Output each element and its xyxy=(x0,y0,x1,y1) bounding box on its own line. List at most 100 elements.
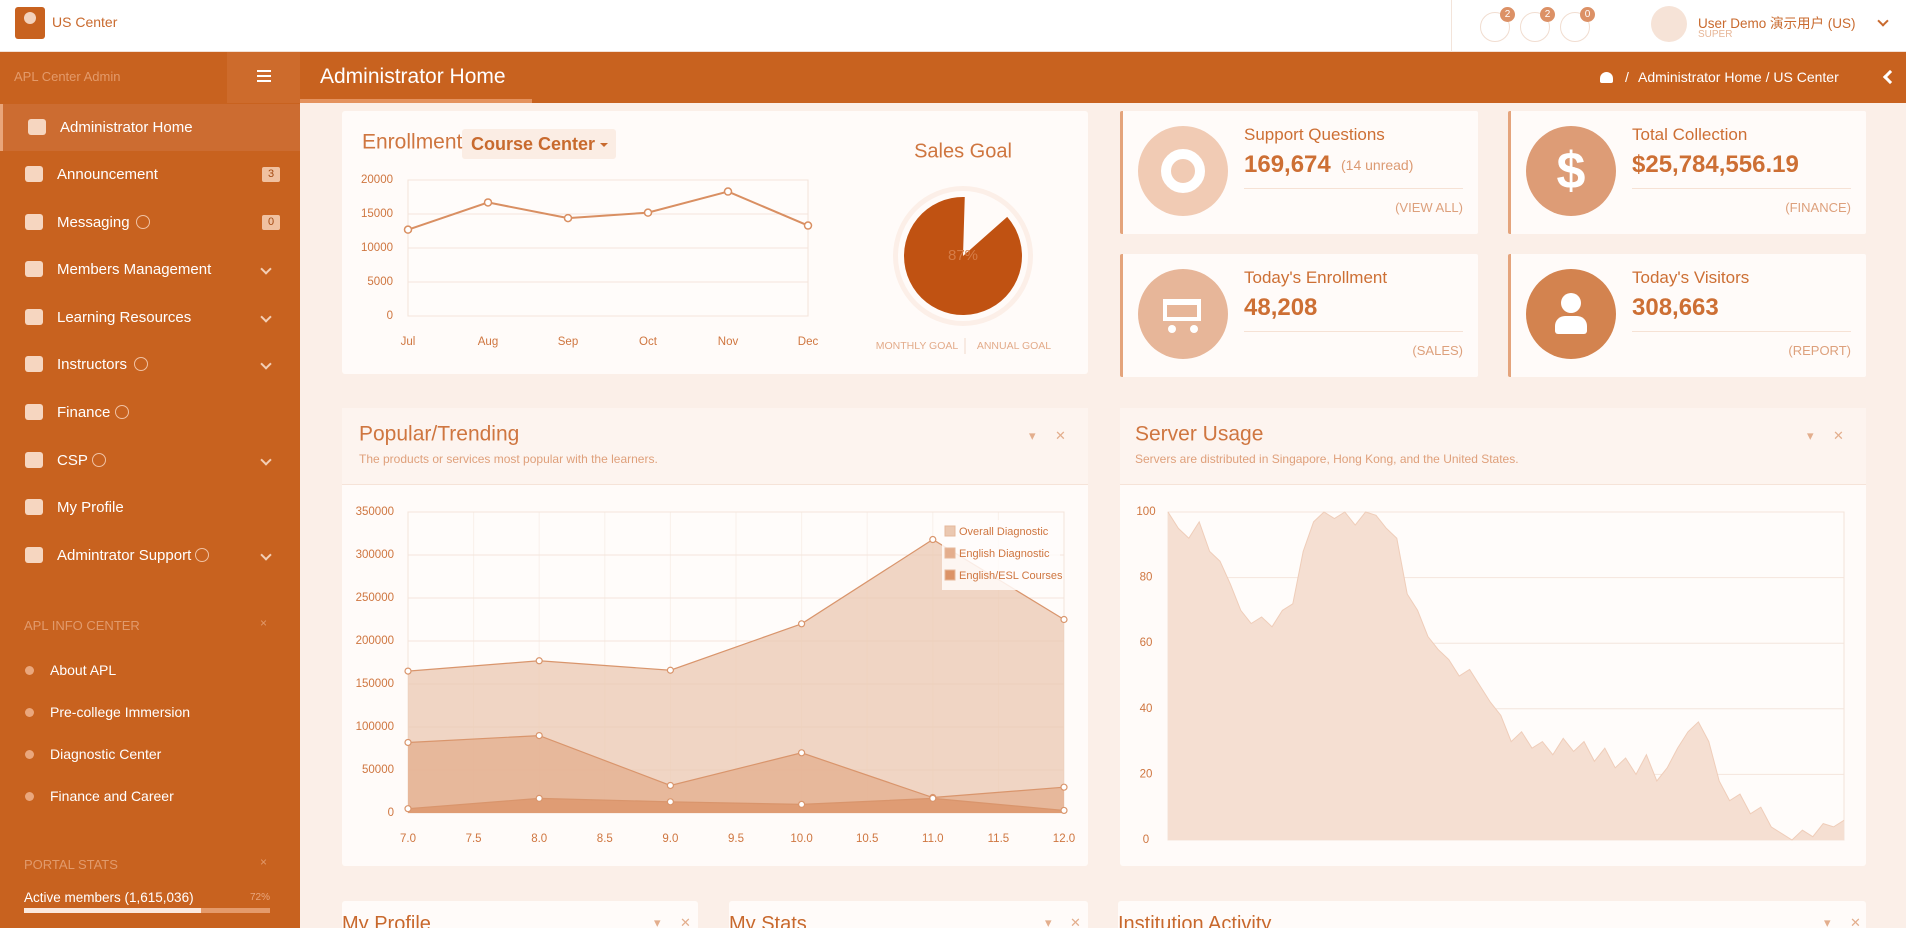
point xyxy=(666,666,675,674)
x-tick-label: 8.5 xyxy=(597,833,613,845)
user-name[interactable]: User Demo 演示用户 (US) xyxy=(1698,16,1856,31)
point xyxy=(643,208,653,217)
chart-subtitle: The products or services most popular wi… xyxy=(359,452,658,466)
y-tick-label: 100 xyxy=(1136,506,1155,518)
y-tick-label: 15000 xyxy=(361,208,393,220)
stat-card: $ Total Collection $25,784,556.19 (FINAN… xyxy=(1508,111,1866,234)
point xyxy=(404,738,412,747)
y-tick-label: 300000 xyxy=(356,549,394,561)
logo[interactable] xyxy=(15,7,45,39)
x-tick-label: Jul xyxy=(401,336,416,348)
point xyxy=(535,794,543,802)
menu-label: Announcement xyxy=(57,166,158,183)
menu-item[interactable]: Announcement 3 xyxy=(0,151,300,198)
point xyxy=(797,800,806,809)
menu-toggle[interactable] xyxy=(227,52,300,103)
y-tick-label: 40 xyxy=(1140,703,1153,715)
menu-label: CSP xyxy=(57,452,88,469)
stats-panel: My Stats ▾ ✕ xyxy=(729,901,1088,928)
breadcrumb-separator: / xyxy=(1625,69,1629,85)
breadcrumb[interactable]: Administrator Home / US Center xyxy=(1638,69,1839,85)
y-tick-label: 80 xyxy=(1140,572,1153,584)
info-link[interactable]: About APL xyxy=(50,662,117,678)
y-tick-label: 60 xyxy=(1140,637,1153,649)
menu-item[interactable]: Members Management xyxy=(0,246,300,293)
menu-item[interactable]: CSP xyxy=(0,437,300,484)
page-title: Administrator Home xyxy=(320,65,506,88)
y-tick-label: 50000 xyxy=(362,764,394,776)
card-link[interactable]: (FINANCE) xyxy=(1785,200,1851,215)
sidebar-title: APL Center Admin xyxy=(14,69,121,84)
menu-item[interactable]: Messaging 0 xyxy=(0,199,300,246)
point xyxy=(403,225,413,234)
point xyxy=(535,731,543,740)
user-role: SUPER xyxy=(1698,29,1733,40)
point xyxy=(1060,783,1068,791)
y-tick-label: 100000 xyxy=(356,721,394,733)
menu-label: Finance xyxy=(57,404,111,421)
point xyxy=(929,535,937,544)
notification-count: 2 xyxy=(1540,7,1555,22)
pie-caption: ANNUAL GOAL xyxy=(977,340,1051,352)
home-icon[interactable] xyxy=(1600,72,1613,83)
menu-label: Instructors xyxy=(57,356,128,373)
card-title: Total Collection xyxy=(1632,125,1748,144)
card-link[interactable]: (REPORT) xyxy=(1788,343,1851,358)
brand: US Center xyxy=(52,14,118,30)
x-tick-label: 11.0 xyxy=(922,833,944,845)
stat-label: Active members (1,615,036) xyxy=(24,890,194,905)
stat-card: Support Questions 169,674 (14 unread) (V… xyxy=(1120,111,1478,234)
menu-item[interactable]: Finance xyxy=(0,389,300,436)
point xyxy=(1060,615,1068,624)
x-tick-label: 11.5 xyxy=(988,833,1010,845)
menu-item[interactable]: Instructors xyxy=(0,341,300,388)
chart-title: Sales Goal xyxy=(914,140,1012,162)
menu-item[interactable]: Administrator Home xyxy=(0,104,300,151)
section-title: APL INFO CENTER xyxy=(24,618,140,633)
legend-swatch xyxy=(944,569,956,581)
y-tick-label: 150000 xyxy=(356,678,394,690)
info-link[interactable]: Pre-college Immersion xyxy=(50,704,191,720)
info-link[interactable]: Finance and Career xyxy=(50,788,174,804)
menu-badge: 0 xyxy=(262,215,280,230)
top-bar: US Center User Demo 演示用户 (US) SUPER 2 2 0 xyxy=(0,0,1906,52)
menu-label: Admintrator Support xyxy=(57,547,192,564)
avatar[interactable] xyxy=(1651,6,1687,42)
card-link[interactable]: (SALES) xyxy=(1412,343,1463,358)
x-tick-label: Sep xyxy=(558,336,578,348)
info-link[interactable]: Diagnostic Center xyxy=(50,746,162,762)
area xyxy=(408,735,1064,813)
menu-item[interactable]: Learning Resources xyxy=(0,294,300,341)
menu-badge: 3 xyxy=(262,167,280,182)
y-tick-label: 0 xyxy=(388,807,394,819)
y-tick-label: 200000 xyxy=(356,635,394,647)
legend-label: Overall Diagnostic xyxy=(959,526,1049,538)
line xyxy=(407,734,1065,799)
card-icon: $ xyxy=(1526,126,1616,216)
menu-item[interactable]: Admintrator Support xyxy=(0,532,300,579)
panel-title: My Profile xyxy=(342,913,431,928)
chart-title: Popular/Trending xyxy=(359,423,519,446)
point xyxy=(483,198,493,207)
x-tick-label: 12.0 xyxy=(1053,833,1075,845)
menu-label: Messaging xyxy=(57,214,130,231)
notification-button[interactable] xyxy=(1480,12,1510,42)
chart-title: Enrollment xyxy=(362,131,463,154)
x-tick-label: 7.5 xyxy=(466,833,482,845)
filter-dropdown[interactable]: Course Center xyxy=(462,129,616,159)
line xyxy=(1167,511,1845,841)
card-value: $25,784,556.19 xyxy=(1632,151,1799,178)
x-tick-label: 9.5 xyxy=(728,833,744,845)
point xyxy=(797,620,806,628)
x-tick-label: Nov xyxy=(718,336,739,348)
point xyxy=(404,805,412,813)
line xyxy=(407,190,809,231)
legend-label: English/ESL Courses xyxy=(959,570,1063,582)
menu-label: My Profile xyxy=(57,499,124,516)
point xyxy=(1060,806,1068,815)
progress-track xyxy=(24,908,270,913)
card-link[interactable]: (VIEW ALL) xyxy=(1395,200,1463,215)
menu-item[interactable]: My Profile xyxy=(0,484,300,531)
area xyxy=(408,798,1064,813)
